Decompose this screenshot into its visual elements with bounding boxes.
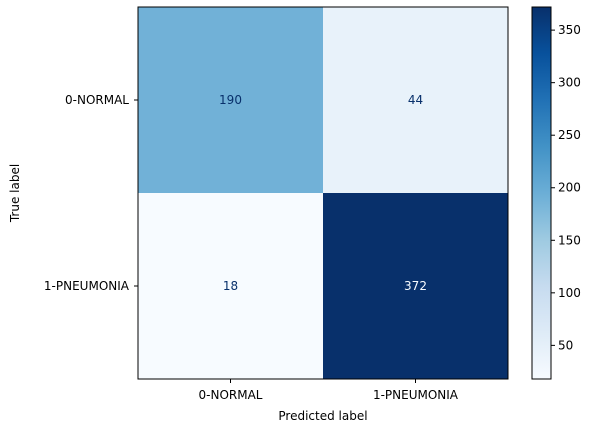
plot-frame xyxy=(137,6,509,380)
colorbar-tick-label: 100 xyxy=(558,286,581,300)
cell-value-0-0: 190 xyxy=(219,93,242,107)
heatmap-cell-1-0 xyxy=(138,193,323,379)
colorbar-tick-label: 50 xyxy=(558,338,573,352)
cell-value-1-1: 372 xyxy=(404,279,427,293)
x-tick-label: 1-PNEUMONIA xyxy=(373,388,459,402)
colorbar-tick-label: 300 xyxy=(558,76,581,90)
heatmap-cell-0-1 xyxy=(323,7,508,193)
colorbar-tick-label: 200 xyxy=(558,181,581,195)
y-tick-label: 0-NORMAL xyxy=(65,93,129,107)
cell-value-1-0: 18 xyxy=(223,279,238,293)
heatmap-cells xyxy=(138,7,508,379)
colorbar xyxy=(531,6,552,380)
x-axis: 0-NORMAL 1-PNEUMONIA xyxy=(199,379,459,402)
colorbar-ticks: 50 100 150 200 250 300 350 xyxy=(551,23,581,352)
cell-value-0-1: 44 xyxy=(408,93,423,107)
heatmap-cell-0-0 xyxy=(138,7,323,193)
colorbar-tick-label: 350 xyxy=(558,23,581,37)
cell-value-labels: 190 44 18 372 xyxy=(219,93,427,293)
heatmap-cell-1-1 xyxy=(323,193,508,379)
colorbar-tick-label: 250 xyxy=(558,128,581,142)
colorbar-tick-label: 150 xyxy=(558,233,581,247)
x-axis-label: Predicted label xyxy=(278,409,367,423)
y-tick-label: 1-PNEUMONIA xyxy=(44,279,130,293)
y-axis-label: True label xyxy=(8,164,22,223)
y-axis: 0-NORMAL 1-PNEUMONIA xyxy=(44,93,138,293)
x-tick-label: 0-NORMAL xyxy=(199,388,263,402)
